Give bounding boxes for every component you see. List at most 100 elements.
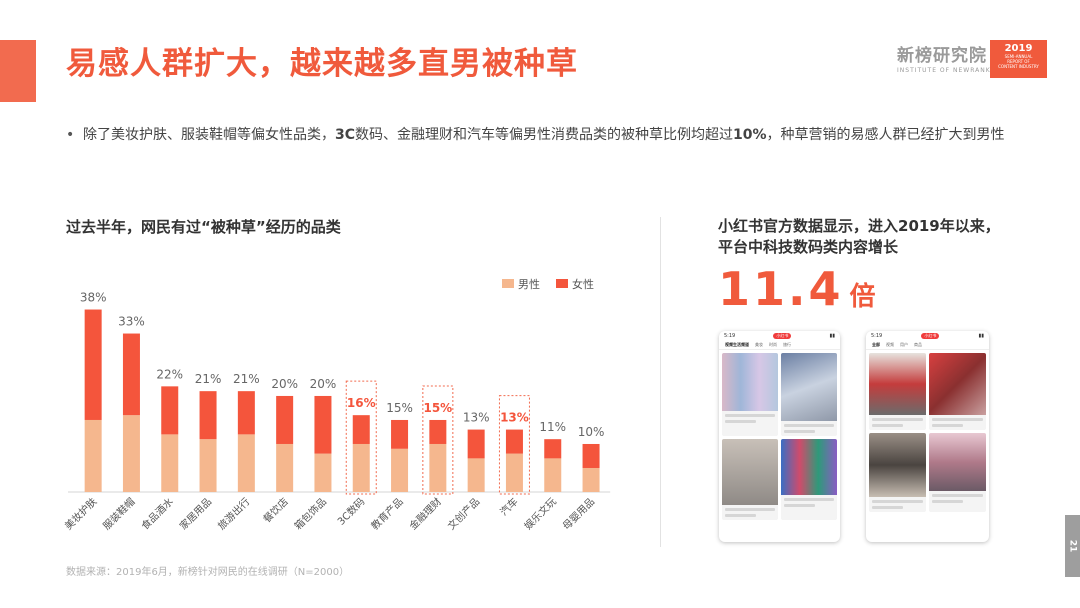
legend-swatch-male	[502, 279, 514, 288]
legend-label-male: 男性	[518, 277, 540, 291]
right-panel-title: 小红书官方数据显示，进入2019年以来， 平台中科技数码类内容增长	[718, 216, 1000, 258]
bullet-text-5: ，种草营销的易感人群已经扩大到男性	[766, 127, 1005, 143]
data-label-家居用品: 21%	[195, 372, 222, 386]
badge-line-1: SEMI-ANNUAL	[1004, 54, 1033, 59]
phone-tab: 美妆	[755, 342, 763, 347]
panel-divider	[660, 217, 661, 547]
badge-line-3: CONTENT INDUSTRY	[998, 64, 1039, 69]
badge-line-2: REPORT OF	[1007, 59, 1030, 64]
app-pill: 小红书	[773, 333, 792, 339]
data-label-3C数码: 16%	[347, 396, 376, 410]
bar-female-服装鞋帽	[122, 333, 140, 416]
bar-female-旅游出行	[237, 391, 255, 435]
phone-tab: 旅行	[783, 342, 791, 347]
bar-female-箱包饰品	[314, 395, 332, 454]
tick-label-家居用品: 家居用品	[177, 495, 214, 532]
bar-female-美妆护肤	[84, 309, 102, 420]
bullet-text-1: 除了美妆护肤、服装鞋帽等偏女性品类，	[83, 127, 335, 143]
phone-time: 5:19	[871, 333, 883, 339]
bullet-text-4: 10%	[733, 127, 767, 143]
bar-male-汽车	[505, 453, 523, 492]
phone-screenshot-2: 5:19 小红书 ▮▮ 全部 视频 用户 商品	[866, 331, 989, 542]
data-label-金融理财: 15%	[423, 401, 452, 415]
data-label-餐饮店: 20%	[271, 377, 298, 391]
bar-female-教育产品	[391, 419, 409, 449]
data-label-食品酒水: 22%	[156, 367, 183, 381]
legend-label-female: 女性	[572, 277, 594, 291]
post-card	[722, 439, 778, 520]
phone-tabs: 视频生活频道 美妆 时尚 旅行	[719, 341, 840, 350]
tick-label-食品酒水: 食品酒水	[138, 495, 175, 532]
data-label-娱乐文玩: 11%	[539, 420, 566, 434]
data-label-文创产品: 13%	[463, 411, 490, 425]
tick-label-3C数码: 3C数码	[335, 495, 368, 528]
post-image	[869, 353, 926, 415]
phone-tab: 时尚	[769, 342, 777, 347]
brand-subtitle: INSTITUTE OF NEWRANK	[897, 67, 991, 74]
bar-female-家居用品	[199, 391, 217, 440]
tick-label-汽车: 汽车	[497, 495, 520, 518]
data-label-箱包饰品: 20%	[310, 377, 337, 391]
bar-male-餐饮店	[276, 443, 294, 492]
tick-label-金融理财: 金融理财	[406, 495, 443, 532]
bar-female-3C数码	[352, 415, 370, 444]
growth-stat: 11.4 倍	[718, 262, 876, 316]
title-accent-bar	[0, 40, 36, 102]
tick-label-服装鞋帽: 服装鞋帽	[100, 495, 137, 532]
phone-tabs: 全部 视频 用户 商品	[866, 341, 989, 350]
stacked-bar-chart: 38% 美妆护肤 33% 服装鞋帽 22% 食品酒水 21% 家居用品 21% 旅游出行 20% 餐饮…	[62, 277, 611, 533]
legend-swatch-female	[556, 279, 568, 288]
post-image	[929, 353, 986, 415]
phone-status-bar: 5:19 小红书 ▮▮	[866, 331, 989, 341]
post-image	[722, 353, 778, 411]
post-grid	[866, 350, 989, 515]
summary-bullet: • 除了美妆护肤、服装鞋帽等偏女性品类，3C数码、金融理财和汽车等偏男性消费品类…	[66, 124, 1041, 146]
growth-value: 11.4	[718, 262, 844, 316]
tick-label-美妆护肤: 美妆护肤	[62, 495, 99, 532]
tick-label-教育产品: 教育产品	[368, 495, 405, 532]
brand-name: 新榜研究院	[897, 46, 987, 66]
post-card	[722, 353, 778, 436]
post-card	[869, 353, 926, 430]
bar-male-美妆护肤	[84, 419, 102, 492]
data-label-母婴用品: 10%	[578, 425, 605, 439]
bar-male-金融理财	[429, 443, 447, 492]
post-image	[869, 433, 926, 497]
bar-male-服装鞋帽	[122, 415, 140, 492]
post-card	[869, 433, 926, 512]
bar-male-家居用品	[199, 439, 217, 492]
data-label-旅游出行: 21%	[233, 372, 260, 386]
phone-tab: 全部	[872, 342, 880, 347]
data-label-服装鞋帽: 33%	[118, 315, 145, 329]
phone-screenshot-1: 5:19 小红书 ▮▮ 视频生活频道 美妆 时尚 旅行	[719, 331, 840, 542]
right-title-line-2: 平台中科技数码类内容增长	[718, 238, 899, 256]
bullet-text-2: 3C	[335, 127, 356, 143]
highlight-box-金融理财	[422, 385, 454, 495]
report-badge: 2019 SEMI-ANNUAL REPORT OF CONTENT INDUS…	[990, 40, 1047, 78]
chart-title: 过去半年，网民有过“被种草”经历的品类	[66, 218, 341, 236]
tick-label-箱包饰品: 箱包饰品	[292, 495, 329, 532]
page-title: 易感人群扩大，越来越多直男被种草	[66, 46, 578, 82]
tick-label-文创产品: 文创产品	[445, 495, 482, 532]
badge-year: 2019	[1004, 43, 1033, 54]
bullet-icon: •	[66, 127, 75, 143]
phone-tab: 商品	[914, 342, 922, 347]
bar-female-餐饮店	[276, 395, 294, 444]
post-grid	[719, 350, 840, 523]
bar-male-教育产品	[391, 448, 409, 492]
post-card	[781, 439, 837, 520]
battery-icon: ▮▮	[978, 333, 984, 339]
bar-male-旅游出行	[237, 434, 255, 492]
post-image	[929, 433, 986, 491]
bar-female-金融理财	[429, 419, 447, 444]
tick-label-旅游出行: 旅游出行	[215, 495, 252, 532]
post-card	[929, 433, 986, 512]
bar-female-娱乐文玩	[544, 439, 562, 459]
phone-tab: 视频	[886, 342, 894, 347]
bar-female-母婴用品	[582, 443, 600, 468]
post-card	[929, 353, 986, 430]
page-number: 21	[1067, 539, 1078, 553]
data-label-美妆护肤: 38%	[80, 291, 107, 305]
tick-label-母婴用品: 母婴用品	[560, 496, 597, 533]
bar-male-娱乐文玩	[544, 458, 562, 492]
